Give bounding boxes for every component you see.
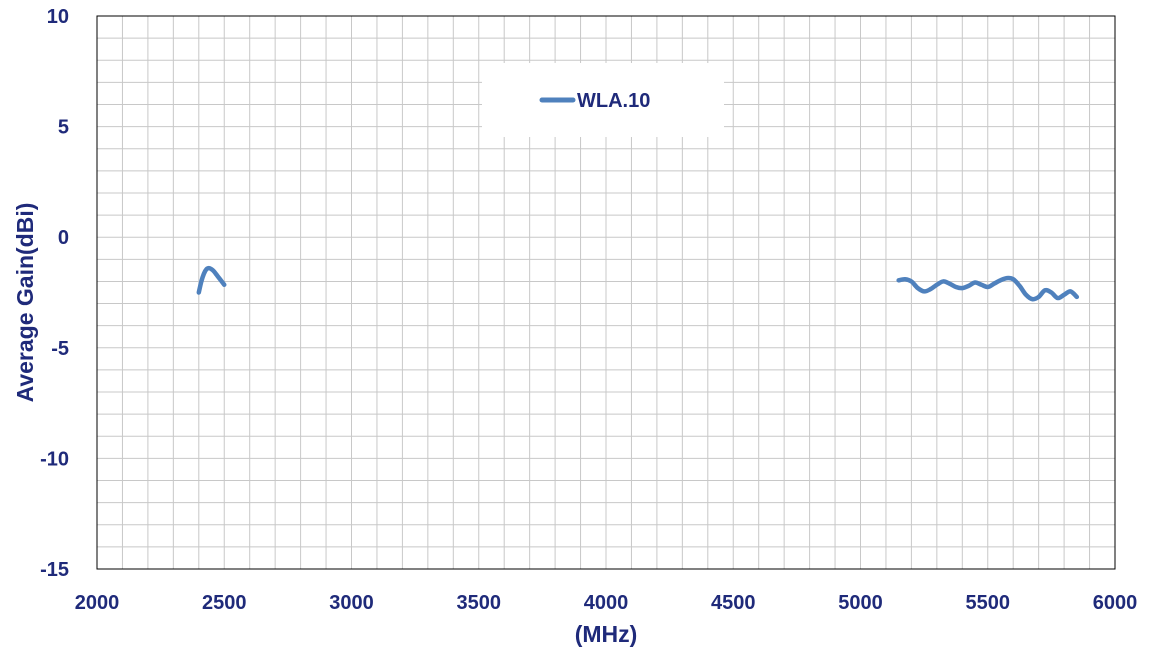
x-tick-label: 4000 bbox=[584, 592, 629, 614]
y-tick-label: 0 bbox=[58, 227, 69, 249]
y-tick-label: -5 bbox=[51, 338, 69, 360]
x-tick-label: 2000 bbox=[75, 592, 120, 614]
legend-label-wla10: WLA.10 bbox=[577, 90, 650, 112]
x-tick-label: 2500 bbox=[202, 592, 247, 614]
x-tick-label: 3500 bbox=[457, 592, 502, 614]
plot-area-frame bbox=[96, 15, 1116, 570]
y-tick-label: 5 bbox=[58, 117, 69, 139]
x-tick-label: 5000 bbox=[838, 592, 883, 614]
grid-lines bbox=[97, 16, 1115, 569]
y-tick-label: 10 bbox=[47, 6, 69, 28]
y-tick-label: -15 bbox=[40, 559, 69, 581]
x-tick-label: 6000 bbox=[1093, 592, 1138, 614]
y-axis-title: Average Gain(dBi) bbox=[12, 203, 38, 403]
x-tick-labels: 2000 2500 3000 3500 4000 4500 5000 5500 6000 bbox=[75, 592, 1138, 614]
x-axis-title: (MHz) bbox=[575, 621, 638, 647]
x-tick-label: 4500 bbox=[711, 592, 756, 614]
series-line-wla10 bbox=[896, 275, 1080, 302]
y-tick-label: -10 bbox=[40, 448, 69, 470]
y-tick-labels: 10 5 0 -5 -10 -15 bbox=[40, 6, 69, 581]
x-tick-label: 3000 bbox=[329, 592, 374, 614]
x-tick-label: 5500 bbox=[966, 592, 1011, 614]
series-layer bbox=[196, 265, 1080, 302]
series-line-wla10 bbox=[196, 265, 227, 295]
legend: WLA.10 bbox=[482, 63, 724, 137]
legend-box bbox=[482, 63, 724, 137]
